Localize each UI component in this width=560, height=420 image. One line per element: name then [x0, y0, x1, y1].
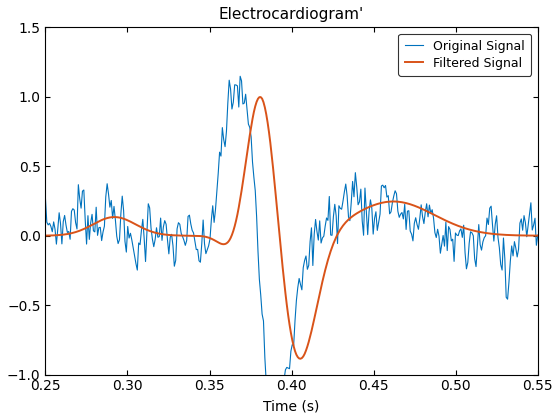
Filtered Signal — [259, 96, 265, 101]
Original Signal — [42, 196, 49, 201]
Filtered Signal — [297, 356, 304, 361]
Filtered Signal — [206, 235, 212, 240]
Original Signal — [534, 233, 541, 238]
Filtered Signal — [189, 233, 195, 238]
Original Signal — [237, 74, 244, 79]
Original Signal — [189, 228, 195, 233]
Original Signal — [206, 243, 212, 248]
Original Signal — [259, 312, 265, 317]
Filtered Signal — [258, 94, 264, 100]
Filtered Signal — [534, 233, 541, 238]
Original Signal — [102, 194, 109, 200]
Filtered Signal — [42, 233, 49, 238]
Filtered Signal — [510, 233, 516, 238]
Line: Filtered Signal: Filtered Signal — [45, 97, 538, 359]
Original Signal — [510, 253, 516, 258]
Original Signal — [213, 189, 220, 194]
Filtered Signal — [102, 216, 109, 221]
Line: Original Signal: Original Signal — [45, 76, 538, 420]
Legend: Original Signal, Filtered Signal: Original Signal, Filtered Signal — [399, 34, 531, 76]
X-axis label: Time (s): Time (s) — [263, 399, 320, 413]
Title: Electrocardiogram': Electrocardiogram' — [219, 7, 364, 22]
Filtered Signal — [213, 239, 220, 244]
